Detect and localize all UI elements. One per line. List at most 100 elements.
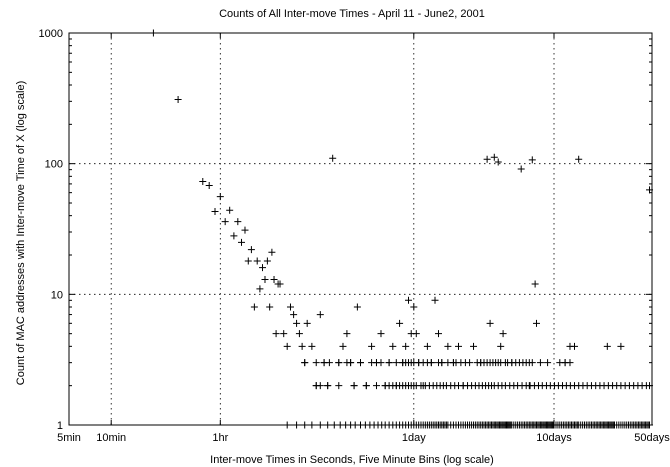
data-point xyxy=(335,382,343,390)
data-point xyxy=(531,280,539,288)
data-point xyxy=(434,330,442,338)
data-point xyxy=(272,330,280,338)
data-point xyxy=(324,382,332,390)
data-point xyxy=(377,330,385,338)
data-point xyxy=(283,342,291,350)
data-point xyxy=(238,238,246,246)
data-point xyxy=(290,311,298,319)
data-point xyxy=(350,382,358,390)
data-point xyxy=(343,330,351,338)
data-point xyxy=(286,303,294,311)
data-point xyxy=(216,193,224,201)
data-point xyxy=(301,359,309,367)
data-point xyxy=(263,257,271,265)
data-point xyxy=(316,311,324,319)
data-point xyxy=(532,319,540,327)
data-point xyxy=(536,359,544,367)
x-tick-label: 10days xyxy=(536,432,572,444)
data-point xyxy=(412,330,420,338)
data-point xyxy=(494,158,502,166)
data-point xyxy=(268,248,276,256)
data-point xyxy=(174,95,182,103)
data-point xyxy=(244,257,252,265)
data-point xyxy=(603,342,611,350)
y-tick-label: 100 xyxy=(45,159,63,171)
data-points xyxy=(149,29,654,429)
data-point xyxy=(234,218,242,226)
data-point xyxy=(528,359,536,367)
data-point xyxy=(372,382,380,390)
data-point xyxy=(405,296,413,304)
data-point xyxy=(438,359,446,367)
data-point xyxy=(490,153,498,161)
data-point xyxy=(353,303,361,311)
data-point xyxy=(335,359,343,367)
data-point xyxy=(486,319,494,327)
data-point xyxy=(266,303,274,311)
data-point xyxy=(377,359,385,367)
plot-frame xyxy=(68,32,653,426)
x-tick-label: 5min xyxy=(57,432,81,444)
data-point xyxy=(444,342,452,350)
axis-ticks: 5min 10min 1hr 1day 10days 50days 1 10 100 1000 xyxy=(39,28,670,444)
data-point xyxy=(392,359,400,367)
data-point xyxy=(347,359,355,367)
data-point xyxy=(256,285,264,293)
data-point xyxy=(308,342,316,350)
data-point xyxy=(253,257,261,265)
x-tick-label: 50days xyxy=(634,432,670,444)
data-point xyxy=(470,342,478,350)
data-point xyxy=(570,342,578,350)
data-point xyxy=(466,359,474,367)
data-point xyxy=(402,342,410,350)
data-point xyxy=(312,359,320,367)
data-point xyxy=(261,275,269,283)
data-point xyxy=(325,359,333,367)
x-axis-label: Inter-move Times in Seconds, Five Minute… xyxy=(210,454,494,466)
data-point xyxy=(339,342,347,350)
data-point xyxy=(316,382,324,390)
data-point xyxy=(298,342,306,350)
data-point xyxy=(389,342,397,350)
data-point xyxy=(427,359,435,367)
data-point xyxy=(575,155,583,163)
data-point xyxy=(230,232,238,240)
data-point xyxy=(276,280,284,288)
data-point xyxy=(528,156,536,164)
data-point xyxy=(280,330,288,338)
data-point xyxy=(499,330,507,338)
data-point xyxy=(423,342,431,350)
data-point xyxy=(205,182,213,190)
data-point xyxy=(517,165,525,173)
data-point xyxy=(259,264,267,272)
data-point xyxy=(226,206,234,214)
data-point xyxy=(396,319,404,327)
x-tick-label: 10min xyxy=(96,432,126,444)
data-point xyxy=(250,303,258,311)
data-point xyxy=(247,246,255,254)
data-point xyxy=(368,342,376,350)
grid xyxy=(69,33,652,425)
x-tick-label: 1day xyxy=(402,432,426,444)
y-tick-label: 10 xyxy=(51,289,63,301)
data-point xyxy=(221,218,229,226)
data-point xyxy=(199,178,207,186)
data-point xyxy=(566,359,574,367)
data-point xyxy=(295,330,303,338)
data-point xyxy=(211,208,219,216)
y-tick-label: 1 xyxy=(57,420,63,432)
data-point xyxy=(303,319,311,327)
data-point xyxy=(385,359,393,367)
data-point xyxy=(293,319,301,327)
y-axis-label: Count of MAC addresses with Inter-move T… xyxy=(15,81,27,385)
data-point xyxy=(431,296,439,304)
data-point xyxy=(241,226,249,234)
x-tick-label: 1hr xyxy=(212,432,228,444)
data-point xyxy=(410,303,418,311)
data-point xyxy=(329,154,337,162)
data-point xyxy=(357,359,364,367)
data-point xyxy=(617,342,625,350)
data-point xyxy=(270,275,278,283)
data-point xyxy=(483,155,491,163)
